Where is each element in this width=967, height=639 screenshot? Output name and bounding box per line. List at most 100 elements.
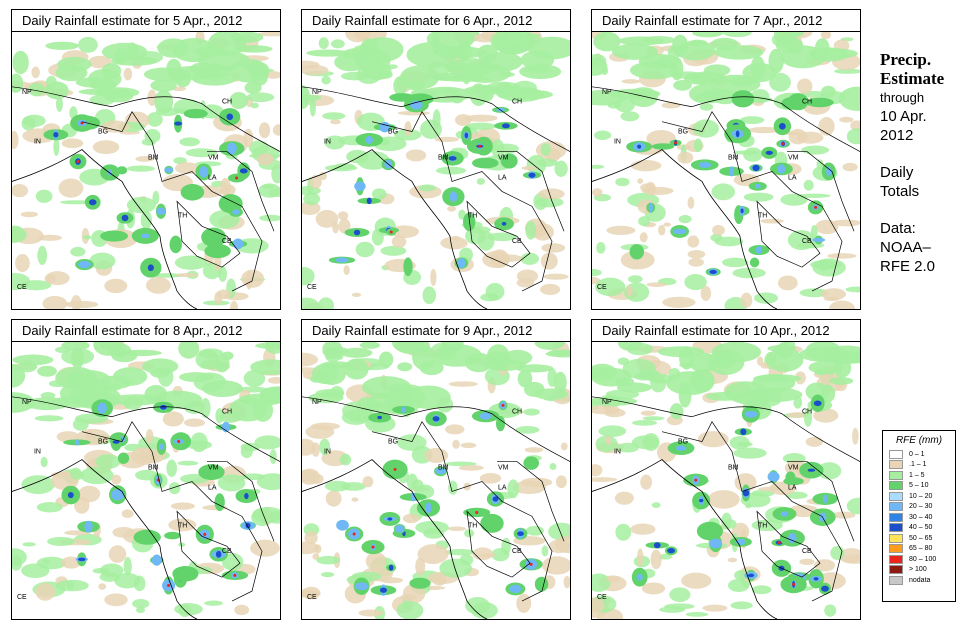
panel-title: Daily Rainfall estimate for 5 Apr., 2012 [12, 10, 280, 32]
country-label-th: TH [178, 522, 187, 529]
legend-item: 20 – 30 [883, 502, 955, 513]
map-panel-5apr: Daily Rainfall estimate for 5 Apr., 2012… [11, 9, 281, 310]
legend-swatch [889, 502, 903, 512]
country-label-bm: BM [438, 465, 449, 472]
legend-item: > 100 [883, 565, 955, 576]
legend-swatch [889, 491, 903, 501]
country-label-np: NP [602, 399, 612, 406]
country-label-bg: BG [98, 129, 108, 136]
rfe-legend: RFE (mm) 0 – 1 .1 – 1 1 – 5 5 – 10 10 – 20 20… [882, 430, 956, 602]
country-label-vm: VM [498, 155, 509, 162]
legend-swatch [889, 481, 903, 491]
heading-precip: Precip. [880, 50, 932, 69]
country-label-bm: BM [728, 465, 739, 472]
rainfall-map: NP CH IN BG BM VM LA TH CB CE [592, 342, 860, 619]
country-label-vm: VM [208, 155, 219, 162]
totals-label: Totals [880, 183, 920, 200]
country-label-np: NP [602, 89, 612, 96]
legend-swatch [889, 460, 903, 470]
country-label-th: TH [758, 212, 767, 219]
country-label-bg: BG [388, 129, 398, 136]
country-label-bg: BG [678, 439, 688, 446]
country-label-np: NP [22, 89, 32, 96]
country-label-vm: VM [788, 465, 799, 472]
country-label-ce: CE [17, 284, 27, 291]
country-label-bm: BM [148, 465, 159, 472]
legend-label: 10 – 20 [909, 492, 933, 500]
country-label-cb: CB [512, 238, 522, 245]
country-label-la: LA [498, 484, 507, 491]
country-label-in: IN [324, 139, 331, 146]
country-label-ch: CH [222, 99, 232, 106]
data-product: RFE 2.0 [880, 258, 936, 275]
map-panel-6apr: Daily Rainfall estimate for 6 Apr., 2012… [301, 9, 571, 310]
country-label-th: TH [758, 522, 767, 529]
country-label-bm: BM [728, 155, 739, 162]
country-label-th: TH [468, 212, 477, 219]
legend-label: 5 – 10 [909, 482, 929, 490]
map-panel-8apr: Daily Rainfall estimate for 8 Apr., 2012… [11, 319, 281, 620]
legend-label: 80 – 100 [909, 555, 937, 563]
country-label-np: NP [312, 399, 322, 406]
country-label-vm: VM [498, 465, 509, 472]
through-label: through [880, 90, 925, 105]
legend-label: .1 – 1 [909, 461, 927, 469]
country-label-ce: CE [307, 284, 317, 291]
country-label-in: IN [324, 449, 331, 456]
legend-label: 20 – 30 [909, 503, 933, 511]
legend-label: 1 – 5 [909, 471, 925, 479]
heading-estimate: Estimate [880, 69, 945, 88]
data-source: NOAA– [880, 239, 931, 256]
legend-swatch [889, 533, 903, 543]
legend-label: nodata [909, 576, 931, 584]
country-label-cb: CB [802, 548, 812, 555]
side-annotation: Precip. Estimate through 10 Apr. 2012 Da… [880, 50, 965, 276]
legend-item: 5 – 10 [883, 481, 955, 492]
country-label-th: TH [178, 212, 187, 219]
legend-swatch [889, 554, 903, 564]
country-label-ce: CE [597, 594, 607, 601]
country-label-la: LA [788, 484, 797, 491]
panel-title: Daily Rainfall estimate for 10 Apr., 201… [592, 320, 860, 342]
country-label-la: LA [208, 484, 217, 491]
rainfall-map: NP CH IN BG BM VM LA TH CB CE [12, 342, 280, 619]
country-label-bg: BG [388, 439, 398, 446]
country-label-ce: CE [307, 594, 317, 601]
panel-title: Daily Rainfall estimate for 6 Apr., 2012 [302, 10, 570, 32]
map-panel-9apr: Daily Rainfall estimate for 9 Apr., 2012… [301, 319, 571, 620]
legend-swatch [889, 512, 903, 522]
country-label-th: TH [468, 522, 477, 529]
legend-label: 40 – 50 [909, 524, 933, 532]
country-label-la: LA [498, 174, 507, 181]
country-label-cb: CB [222, 548, 232, 555]
country-label-in: IN [614, 449, 621, 456]
legend-item: 65 – 80 [883, 544, 955, 555]
data-label: Data: [880, 220, 916, 237]
country-label-ch: CH [802, 409, 812, 416]
legend-item: 10 – 20 [883, 491, 955, 502]
panel-title: Daily Rainfall estimate for 9 Apr., 2012 [302, 320, 570, 342]
country-label-cb: CB [802, 238, 812, 245]
rainfall-map: NP CH IN BG BM VM LA TH CB CE [592, 32, 860, 309]
legend-label: 30 – 40 [909, 513, 933, 521]
country-label-ce: CE [597, 284, 607, 291]
legend-swatch [889, 470, 903, 480]
legend-swatch [889, 449, 903, 459]
country-label-np: NP [312, 89, 322, 96]
country-label-ch: CH [512, 409, 522, 416]
legend-swatch [889, 575, 903, 585]
country-label-cb: CB [512, 548, 522, 555]
country-label-la: LA [788, 174, 797, 181]
through-date: 10 Apr. [880, 108, 927, 125]
country-label-bm: BM [438, 155, 449, 162]
legend-item: .1 – 1 [883, 460, 955, 471]
country-label-la: LA [208, 174, 217, 181]
rainfall-map: NP CH IN BG BM VM LA TH CB CE [302, 32, 570, 309]
legend-label: 50 – 65 [909, 534, 933, 542]
rainfall-map: NP CH IN BG BM VM LA TH CB CE [12, 32, 280, 309]
daily-label: Daily [880, 164, 914, 181]
country-label-in: IN [614, 139, 621, 146]
legend-item: 1 – 5 [883, 470, 955, 481]
legend-item: 30 – 40 [883, 512, 955, 523]
country-label-in: IN [34, 139, 41, 146]
